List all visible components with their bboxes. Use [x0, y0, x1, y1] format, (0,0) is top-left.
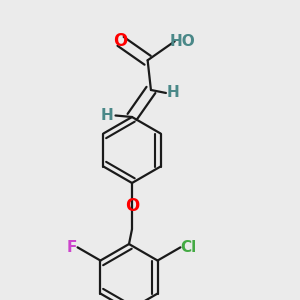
Text: Cl: Cl	[181, 240, 197, 255]
Text: O: O	[125, 197, 139, 215]
Text: O: O	[113, 32, 128, 50]
Text: HO: HO	[169, 34, 195, 49]
Text: F: F	[66, 240, 77, 255]
Text: H: H	[167, 85, 180, 100]
Text: H: H	[100, 108, 113, 123]
